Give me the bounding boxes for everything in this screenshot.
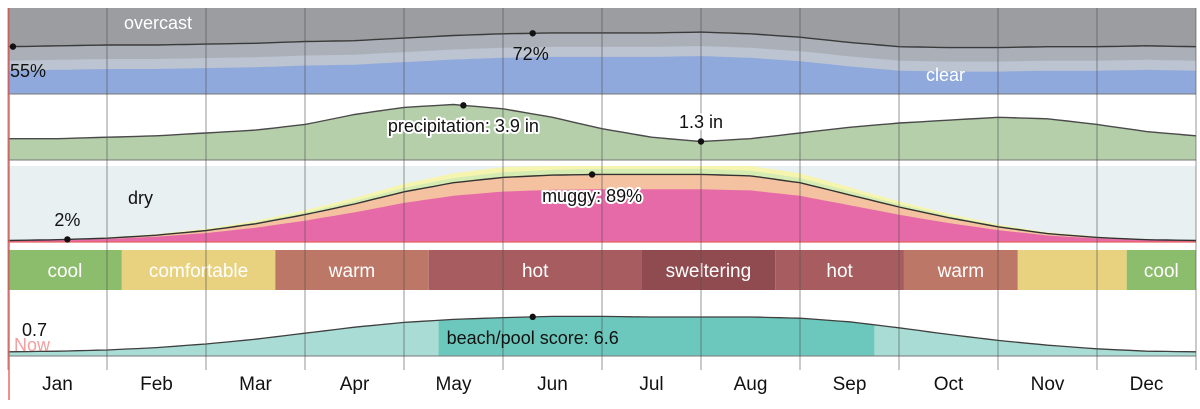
now-marker: Now [8,8,51,400]
cloud-max-point [529,30,536,37]
month-label-mar: Mar [239,374,272,395]
temp-band-label: sweltering [666,261,752,282]
temp-band-label: cool [1144,261,1179,282]
humid-min-label: 2% [54,210,80,230]
temp-band-label: hot [522,261,549,282]
temp-band-hot [775,250,904,290]
month-label-may: May [436,374,472,395]
temp-band-cool [8,250,122,290]
temp-band-sweltering [641,250,776,290]
month-label-nov: Nov [1031,374,1065,395]
temp-band-hot [428,250,642,290]
overcast-label: overcast [124,13,192,33]
beach-score-best-period [438,316,875,356]
cloud-min-label: 55% [10,61,46,81]
precip-max-point [460,102,467,109]
beach-max-point [529,313,536,321]
month-label-feb: Feb [140,374,173,395]
month-label-jan: Jan [42,374,73,395]
temp-band-cool [1126,250,1196,290]
month-label-apr: Apr [340,374,370,395]
temp-band-warm [903,250,1018,290]
month-label-oct: Oct [934,374,964,395]
temp-band-label: warm [937,261,984,282]
beach-max-label: beach/pool score: 6.6 [447,328,619,348]
temp-band-warm [275,250,429,290]
month-label-jul: Jul [639,374,663,395]
now-label: Now [14,335,51,355]
temp-band-label: warm [328,261,375,282]
beach-min-label: 0.7 [22,320,47,340]
precip-min-point [697,138,705,145]
dry-label: dry [128,188,153,208]
temp-band-label: cool [47,261,82,282]
humid-min-point [64,236,71,243]
humid-max-point [588,171,596,178]
temp-band-label: hot [826,261,853,282]
precip-min-label: 1.3 in [679,112,723,132]
month-label-dec: Dec [1130,374,1164,395]
precip-max-label: precipitation: 3.9 in [388,116,539,136]
temperature-band-panel: cool comfortable warm hot sweltering hot warm c… [8,250,1196,290]
cloud-min-point [9,43,17,50]
month-axis: Jan Feb Mar Apr May Jun Jul Aug Sep Oct Nov Dec [42,374,1163,395]
month-gridlines [7,8,1197,370]
temp-band-comfortable-2 [1017,250,1127,290]
cloud-max-label: 72% [513,44,549,64]
month-label-sep: Sep [833,374,867,395]
temp-band-comfortable [121,250,276,290]
month-label-jun: Jun [537,374,568,395]
humid-max-label: muggy: 89% [542,186,642,206]
clear-label: clear [926,65,965,85]
temp-band-label: comfortable [149,261,248,282]
chart-labels: overcast clear 55% 72% precipitation: 3.9 in… [9,13,965,348]
month-label-aug: Aug [734,374,768,395]
